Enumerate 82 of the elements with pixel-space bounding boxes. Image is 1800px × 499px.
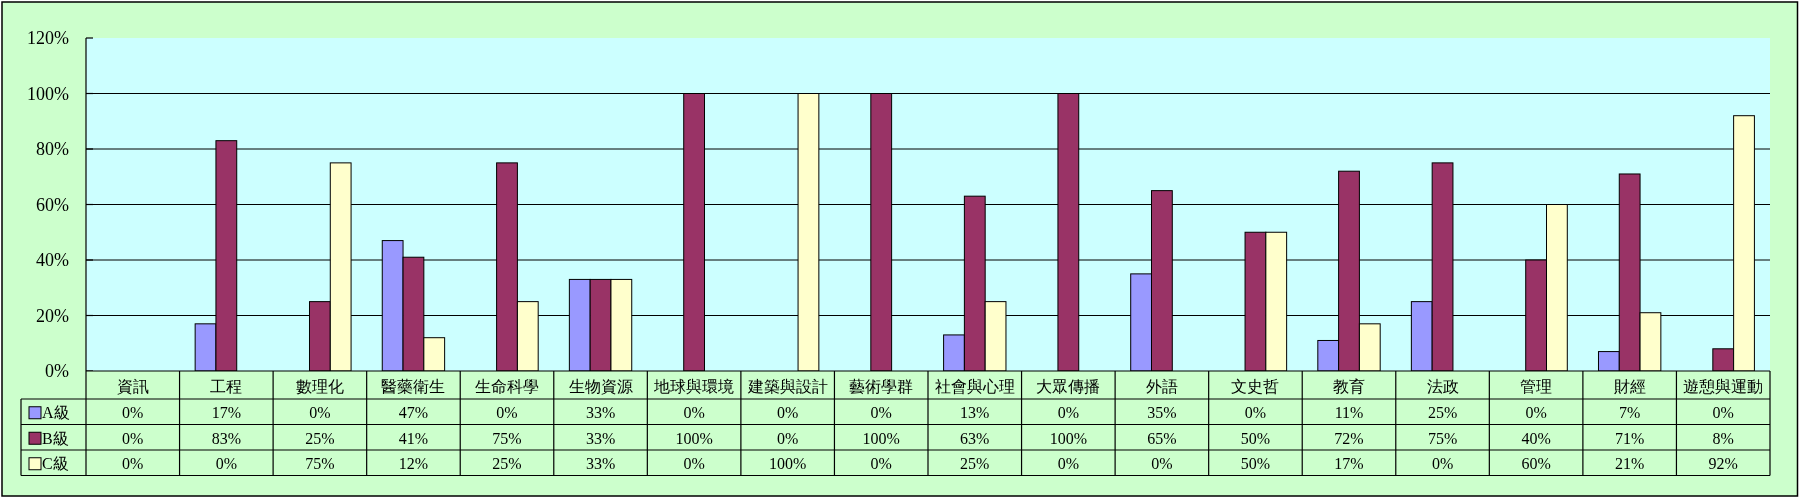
x-tick-label: 工程: [210, 377, 243, 395]
x-tick-label: 大眾傳播: [1036, 377, 1101, 395]
y-tick-label: 80%: [36, 139, 69, 159]
data-label: 33%: [585, 455, 616, 473]
data-label: 12%: [398, 455, 429, 473]
data-label: 75%: [1427, 429, 1458, 447]
legend-label: C級: [42, 455, 69, 473]
data-label: 13%: [960, 404, 990, 422]
data-label: 41%: [398, 429, 429, 447]
x-tick-label: 資訊: [116, 377, 149, 395]
data-label: 75%: [305, 455, 335, 473]
data-label: 0%: [122, 404, 144, 422]
data-label: 8%: [1712, 429, 1734, 447]
data-label: 100%: [862, 429, 900, 447]
data-label: 0%: [683, 455, 705, 473]
data-label: 100%: [1049, 429, 1087, 447]
data-label: 0%: [1151, 455, 1173, 473]
x-tick-label: 地球與環境: [653, 377, 735, 395]
data-label: 33%: [585, 429, 616, 447]
x-tick-label: 數理化: [295, 377, 344, 395]
data-label: 60%: [1521, 455, 1551, 473]
data-label: 0%: [870, 404, 892, 422]
data-label: 50%: [1240, 429, 1271, 447]
data-label: 0%: [683, 404, 705, 422]
data-label: 0%: [122, 455, 144, 473]
data-label: 35%: [1147, 404, 1177, 422]
y-tick-label: 60%: [36, 194, 69, 215]
data-label: 0%: [122, 429, 144, 447]
data-label: 11%: [1334, 404, 1364, 422]
y-tick-label: 40%: [36, 250, 69, 270]
data-label: 100%: [675, 429, 713, 447]
x-tick-label: 管理: [1520, 377, 1553, 395]
x-tick-label: 建築與設計: [746, 377, 828, 395]
legend-label: B級: [42, 429, 69, 447]
data-label: 0%: [777, 404, 799, 422]
data-label: 40%: [1521, 429, 1551, 447]
x-tick-label: 生命科學: [475, 377, 539, 395]
data-label: 7%: [1619, 404, 1641, 422]
data-label: 75%: [492, 429, 522, 447]
x-tick-label: 藝術學群: [849, 377, 914, 395]
data-label: 21%: [1615, 455, 1645, 473]
data-label: 65%: [1147, 429, 1177, 447]
x-tick-label: 法政: [1426, 377, 1459, 395]
data-label: 25%: [305, 429, 335, 447]
data-label: 72%: [1334, 429, 1364, 447]
x-tick-label: 遊憩與運動: [1683, 377, 1764, 395]
data-label: 0%: [1431, 455, 1454, 473]
x-tick-label: 外語: [1145, 377, 1178, 395]
data-label: 0%: [870, 455, 892, 473]
data-label: 25%: [1427, 404, 1458, 422]
data-label: 0%: [1525, 404, 1547, 422]
data-label: 0%: [309, 404, 331, 422]
data-label: 0%: [1057, 404, 1079, 422]
y-tick-label: 100%: [27, 83, 69, 104]
data-label: 71%: [1615, 429, 1645, 447]
x-tick-label: 醫藥衛生: [381, 377, 446, 395]
x-tick-label: 社會與心理: [934, 377, 1015, 395]
x-tick-label: 財經: [1613, 377, 1646, 395]
x-tick-label: 教育: [1333, 377, 1365, 395]
data-label: 100%: [769, 455, 807, 473]
data-label: 92%: [1708, 455, 1738, 473]
y-tick-label: 20%: [36, 305, 69, 326]
data-label: 0%: [496, 404, 518, 422]
y-tick-label: 120%: [27, 28, 69, 48]
data-label: 47%: [398, 404, 429, 422]
y-tick-label: 0%: [45, 361, 69, 381]
data-label: 17%: [1334, 455, 1364, 473]
data-label: 83%: [211, 429, 241, 447]
data-label: 25%: [492, 455, 522, 473]
data-label: 0%: [1244, 404, 1267, 422]
data-label: 63%: [960, 429, 990, 447]
data-label: 17%: [211, 404, 241, 422]
data-label: 0%: [777, 429, 799, 447]
data-label: 0%: [1712, 404, 1734, 422]
data-label: 25%: [960, 455, 990, 473]
data-label: 50%: [1240, 455, 1271, 473]
data-label: 0%: [215, 455, 237, 473]
data-label: 0%: [1057, 455, 1079, 473]
legend-label: A級: [42, 404, 70, 422]
x-tick-label: 生物資源: [568, 377, 633, 395]
data-label: 33%: [585, 404, 616, 422]
x-tick-label: 文史哲: [1231, 377, 1280, 395]
